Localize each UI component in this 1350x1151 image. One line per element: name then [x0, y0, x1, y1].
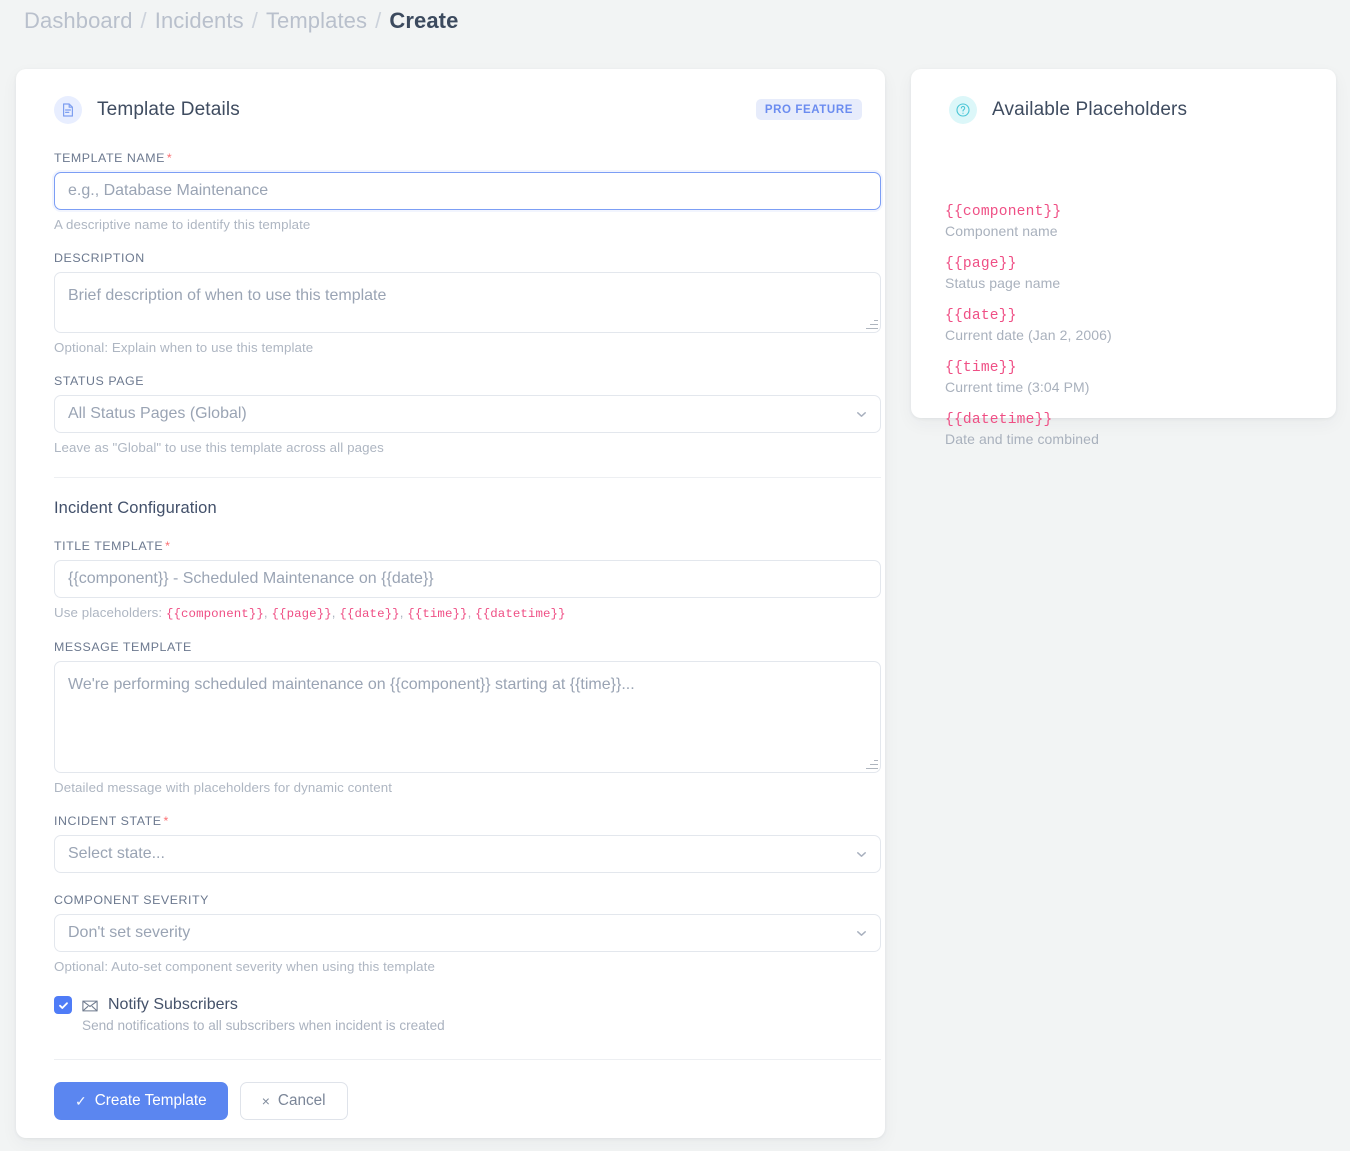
component-severity-select[interactable]: Don't set severity	[54, 914, 881, 952]
cancel-label: Cancel	[277, 1092, 326, 1109]
required-marker: *	[166, 151, 173, 165]
status-page-label: STATUS PAGE	[54, 374, 145, 388]
title-template-field: TITLE TEMPLATE* Use placeholders: {{comp…	[54, 539, 881, 621]
template-details-card: Template Details PRO FEATURE TEMPLATE NA…	[16, 69, 885, 1138]
status-page-select[interactable]: All Status Pages (Global)	[54, 395, 881, 433]
card-title: Template Details	[97, 99, 240, 120]
description-hint: Optional: Explain when to use this templ…	[54, 340, 314, 355]
placeholder-code: {{component}}	[945, 204, 1062, 220]
breadcrumb-item-create: Create	[389, 8, 459, 33]
close-icon: ×	[261, 1093, 270, 1109]
message-template-hint: Detailed message with placeholders for d…	[54, 780, 392, 795]
placeholder-description: Component name	[945, 223, 1058, 239]
title-template-label: TITLE TEMPLATE *	[54, 539, 171, 553]
message-template-label: MESSAGE TEMPLATE	[54, 640, 192, 654]
envelope-icon	[82, 999, 98, 1012]
notify-subscribers-field: Notify Subscribers Send notifications to…	[54, 996, 881, 1033]
breadcrumb-item-templates[interactable]: Templates	[265, 8, 368, 33]
title-template-input[interactable]	[54, 560, 881, 598]
component-severity-label: COMPONENT SEVERITY	[54, 893, 209, 907]
available-placeholders-card: Available Placeholders {{component}} Com…	[911, 69, 1336, 447]
description-input[interactable]	[54, 272, 881, 333]
placeholder-code: {{time}}	[407, 607, 468, 621]
placeholder-code: {{date}}	[339, 607, 400, 621]
placeholder-description: Current time (3:04 PM)	[945, 379, 1090, 395]
card-title: Available Placeholders	[992, 99, 1188, 120]
list-item: {{datetime}} Date and time combined	[945, 412, 1312, 447]
placeholder-description: Status page name	[945, 275, 1061, 291]
description-field: DESCRIPTION Optional: Explain when to us…	[54, 251, 881, 355]
status-page-hint: Leave as "Global" to use this template a…	[54, 440, 384, 455]
breadcrumb-separator: /	[375, 8, 382, 33]
template-name-input[interactable]	[54, 172, 881, 210]
template-form: TEMPLATE NAME* A descriptive name to ide…	[54, 151, 881, 1120]
placeholder-code: {{datetime}}	[475, 607, 566, 621]
template-details-header: Template Details PRO FEATURE	[16, 69, 885, 151]
check-icon: ✓	[75, 1093, 87, 1109]
breadcrumb-item-dashboard[interactable]: Dashboard	[24, 8, 133, 33]
form-actions: ✓ Create Template × Cancel	[54, 1082, 881, 1120]
list-item: {{date}} Current date (Jan 2, 2006)	[945, 308, 1312, 343]
title-template-hint: Use placeholders: {{component}}, {{page}…	[54, 605, 566, 621]
message-template-input[interactable]	[54, 661, 881, 773]
template-name-hint: A descriptive name to identify this temp…	[54, 217, 311, 232]
required-marker: *	[165, 539, 171, 553]
placeholder-description: Date and time combined	[945, 431, 1099, 447]
breadcrumb-separator: /	[140, 8, 147, 33]
available-placeholders-header: Available Placeholders	[911, 69, 1336, 151]
status-page-field: STATUS PAGE All Status Pages (Global) Le…	[54, 374, 881, 455]
incident-state-select[interactable]: Select state...	[54, 835, 881, 873]
placeholder-code: {{page}}	[945, 256, 1017, 272]
incident-state-label: INCIDENT STATE *	[54, 814, 169, 828]
section-divider	[54, 477, 881, 478]
component-severity-field: COMPONENT SEVERITY Don't set severity Op…	[54, 893, 881, 974]
notify-subscribers-description: Send notifications to all subscribers wh…	[82, 1018, 445, 1033]
placeholder-description: Current date (Jan 2, 2006)	[945, 327, 1112, 343]
template-name-field: TEMPLATE NAME* A descriptive name to ide…	[54, 151, 881, 232]
placeholder-code: {{time}}	[945, 360, 1017, 376]
component-severity-hint: Optional: Auto-set component severity wh…	[54, 959, 435, 974]
description-label: DESCRIPTION	[54, 251, 145, 265]
breadcrumb: Dashboard / Incidents / Templates / Crea…	[24, 8, 458, 34]
placeholders-list: {{component}} Component name {{page}} St…	[945, 204, 1312, 447]
create-template-label: Create Template	[94, 1092, 207, 1109]
help-circle-icon	[949, 96, 977, 124]
placeholder-code: {{component}}	[165, 607, 264, 621]
notify-subscribers-label: Notify Subscribers	[108, 996, 238, 1013]
breadcrumb-separator: /	[251, 8, 258, 33]
list-item: {{page}} Status page name	[945, 256, 1312, 291]
message-template-field: MESSAGE TEMPLATE Detailed message with p…	[54, 640, 881, 795]
list-item: {{time}} Current time (3:04 PM)	[945, 360, 1312, 395]
incident-state-field: INCIDENT STATE * Select state...	[54, 814, 881, 873]
list-item: {{component}} Component name	[945, 204, 1312, 239]
placeholder-code: {{page}}	[271, 607, 332, 621]
create-template-button[interactable]: ✓ Create Template	[54, 1082, 228, 1120]
template-name-label: TEMPLATE NAME *	[54, 151, 173, 165]
placeholder-code: {{datetime}}	[945, 412, 1053, 428]
notify-subscribers-checkbox[interactable]	[54, 996, 72, 1014]
incident-configuration-title: Incident Configuration	[54, 499, 217, 517]
cancel-button[interactable]: × Cancel	[239, 1082, 348, 1120]
breadcrumb-item-incidents[interactable]: Incidents	[154, 8, 244, 33]
actions-divider	[54, 1059, 881, 1060]
pro-feature-badge: PRO FEATURE	[755, 99, 862, 120]
required-marker: *	[163, 814, 169, 828]
hint-prefix: Use placeholders:	[54, 605, 166, 620]
placeholder-code: {{date}}	[945, 308, 1017, 324]
document-icon	[54, 96, 82, 124]
